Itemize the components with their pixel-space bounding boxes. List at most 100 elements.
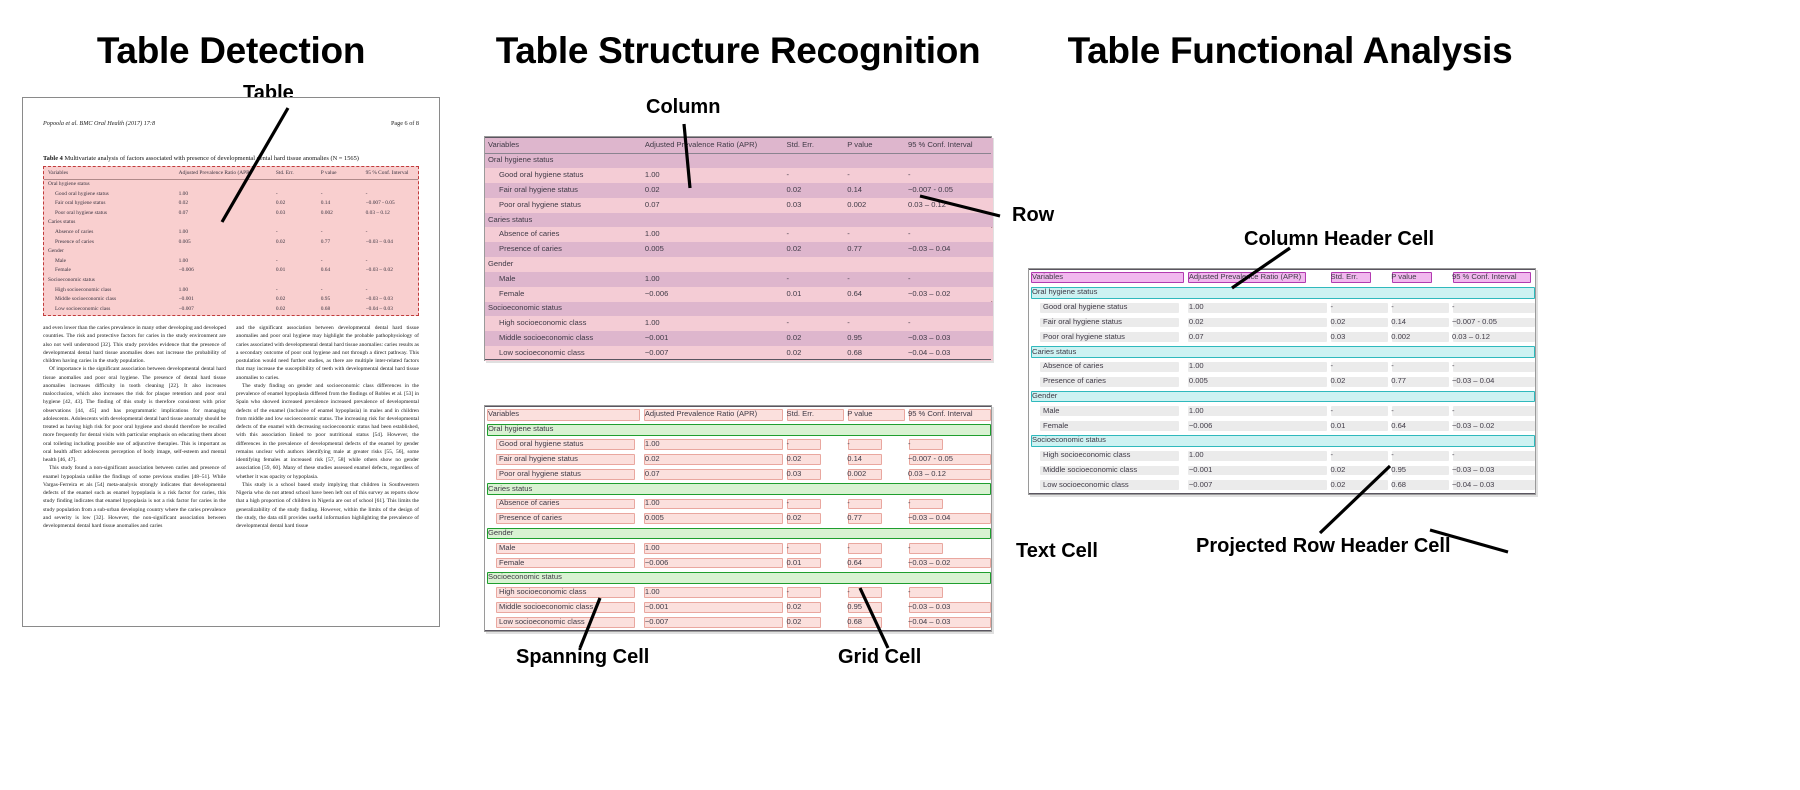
spanning-row: Gender <box>485 525 991 540</box>
table-row: Absence of caries 1.00 - - - <box>1029 358 1535 373</box>
table-cell: 0.03 <box>275 209 286 216</box>
grid-cell-box <box>496 439 636 451</box>
table-cell: Fair oral hygiene status <box>499 453 578 463</box>
grid-cell-box <box>786 616 821 628</box>
panel-title-structure: Table Structure Recognition <box>495 30 981 71</box>
spanning-cell-box <box>487 424 991 436</box>
table-caption-label: Table 4 <box>43 155 63 162</box>
functional-analysis-table: Variables Adjusted Prevalence Ratio (APR)… <box>1028 268 1536 495</box>
table-cell <box>1388 388 1449 403</box>
table-cell: High socioeconomic class <box>1043 450 1131 460</box>
table-cell: - <box>786 498 790 508</box>
table-row: Female −0.006 0.01 0.64 −0.03 – 0.02 <box>44 266 418 276</box>
data-cell-box <box>1188 465 1327 476</box>
running-head-right: Page 6 of 8 <box>390 120 419 127</box>
grid-cell-box <box>847 557 882 569</box>
grid-cell-box <box>786 513 821 525</box>
table-cell: 0.03 <box>1330 331 1346 341</box>
projected-row-header-cell: Oral hygiene status <box>48 180 90 187</box>
table-cell: - <box>847 439 850 449</box>
table-cell: - <box>786 229 790 239</box>
table-cell <box>784 569 845 584</box>
table-cell: - <box>365 286 368 293</box>
grid-cell-box <box>496 513 636 525</box>
table-cell <box>784 256 845 271</box>
table-cell <box>1388 432 1449 447</box>
table-cell <box>1186 285 1328 300</box>
table-cell: −0.03 – 0.03 <box>1451 464 1495 474</box>
table-row: High socioeconomic class 1.00 - - - <box>1029 447 1535 462</box>
grid-cell-box <box>496 498 636 510</box>
grid-cell-box <box>644 587 783 599</box>
table-row: Fair oral hygiene status 0.02 0.02 0.14 −0.0… <box>485 451 991 466</box>
column-band <box>485 138 643 361</box>
table-cell: −0.007 <box>178 305 194 312</box>
projected-row-header-cell-box <box>1031 390 1535 403</box>
grid-cell-box <box>644 513 783 525</box>
table-cell: −0.03 – 0.03 <box>907 332 951 342</box>
table-row: Absence of caries 1.00 - - - <box>44 228 418 238</box>
table-cell <box>179 276 276 286</box>
table-cell: 0.02 <box>275 200 286 207</box>
table-cell: Good oral hygiene status <box>55 190 109 197</box>
table-row: Female −0.006 0.01 0.64 −0.03 – 0.02 <box>1029 418 1535 433</box>
row-band <box>485 316 993 332</box>
table-row: Presence of caries 0.005 0.02 0.77 −0.03 – 0… <box>44 237 418 247</box>
table-cell: −0.006 <box>644 557 669 567</box>
table-cell <box>905 525 991 540</box>
table-cell: Fair oral hygiene status <box>1043 316 1122 326</box>
grid-cell-box <box>847 439 882 451</box>
table-cell: High socioeconomic class <box>499 587 587 597</box>
table-row: Poor oral hygiene status 0.07 0.03 0.002 0.0… <box>44 209 418 219</box>
projected-row-header-cell: Oral hygiene status <box>488 424 554 434</box>
data-cell-box <box>1391 465 1449 476</box>
table-cell <box>905 569 991 584</box>
grid-cell-box <box>908 602 991 613</box>
table-cell: - <box>1330 302 1334 312</box>
table-cell: 0.14 <box>847 453 863 463</box>
table-cell <box>276 276 321 286</box>
table-cell: 0.02 <box>275 305 286 312</box>
table-row: Male 1.00 - - - <box>485 271 991 286</box>
table-cell <box>276 179 321 189</box>
table-cell: 1.00 <box>178 228 189 235</box>
table-cell: Female <box>55 267 71 274</box>
table-cell: 0.03 – 0.12 <box>1451 331 1490 341</box>
data-cell-box <box>1040 406 1180 417</box>
spanning-row: Caries status <box>485 212 991 227</box>
projected-row-header-cell: Caries status <box>488 214 533 224</box>
table-cell: Good oral hygiene status <box>1043 302 1128 312</box>
table-cell: −0.001 <box>644 601 669 611</box>
table-row: Caries status <box>44 218 418 228</box>
grid-cell-box <box>496 468 636 480</box>
column-band <box>784 138 846 361</box>
table-cell: 1.00 <box>178 257 189 264</box>
table-cell <box>784 153 845 168</box>
table-cell: 0.02 <box>786 347 802 357</box>
table-cell <box>844 300 905 315</box>
grid-cell-box <box>847 468 882 480</box>
table-cell: Absence of caries <box>499 229 560 239</box>
data-cell-box <box>1452 480 1535 491</box>
table-cell: 0.95 <box>847 601 863 611</box>
projected-row-header-cell-box <box>1031 346 1535 358</box>
data-cell-box <box>1040 317 1180 328</box>
column-header-cell: Variables <box>44 169 179 180</box>
table-cell: −0.04 – 0.03 <box>365 305 393 312</box>
grid-cell-box <box>908 498 943 510</box>
data-cell-box <box>1452 362 1535 372</box>
grid-cell-box <box>496 454 636 465</box>
table-cell: 1.00 <box>1188 450 1204 460</box>
table-cell: - <box>786 318 790 328</box>
document-body-text: and even lower than the caries prevalenc… <box>43 324 419 530</box>
table-cell: Presence of caries <box>499 513 562 523</box>
column-header-cell: Variables <box>1032 272 1064 282</box>
table-cell <box>1388 285 1449 300</box>
table-cell: 0.02 <box>275 296 286 303</box>
table-cell <box>1328 285 1389 300</box>
panel-title-detection: Table Detection <box>96 30 366 71</box>
functional-table: Variables Adjusted Prevalence Ratio (APR)… <box>1029 269 1535 492</box>
row-band <box>485 227 993 243</box>
projected-row-header-cell: Oral hygiene status <box>1032 287 1098 297</box>
projected-row-header-cell: Socioeconomic status <box>48 276 95 283</box>
